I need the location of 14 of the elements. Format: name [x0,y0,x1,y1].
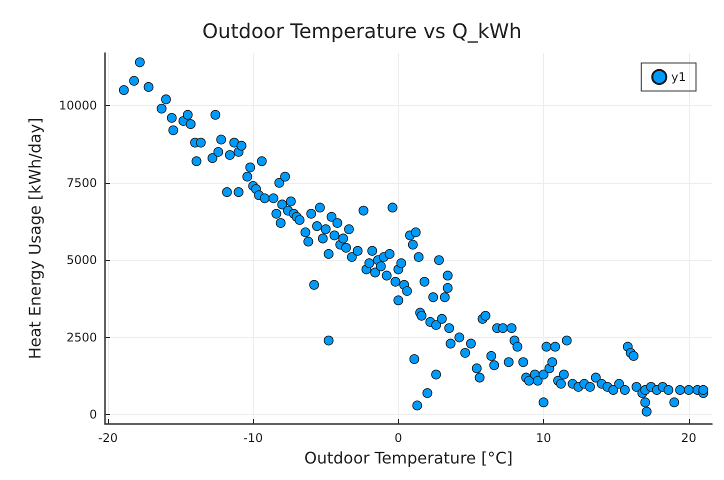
legend-label: y1 [671,70,686,84]
chart-title: Outdoor Temperature vs Q_kWh [202,19,522,43]
y-axis-title: Heat Energy Usage [kWh/day] [26,118,44,360]
x-tick-label: -10 [243,431,263,445]
x-tick-label: 20 [681,431,696,445]
y-tick-label: 10000 [58,98,97,113]
x-tick-label: -20 [98,431,118,445]
y-tick-label: 0 [89,408,97,422]
x-tick-label: 10 [536,431,552,445]
x-tick-label: 0 [394,431,402,445]
y-tick-label: 2500 [66,330,97,344]
y-tick-label: 5000 [66,253,97,268]
x-axis-title: Outdoor Temperature [°C] [304,448,513,468]
y-tick-label: 7500 [66,176,97,190]
